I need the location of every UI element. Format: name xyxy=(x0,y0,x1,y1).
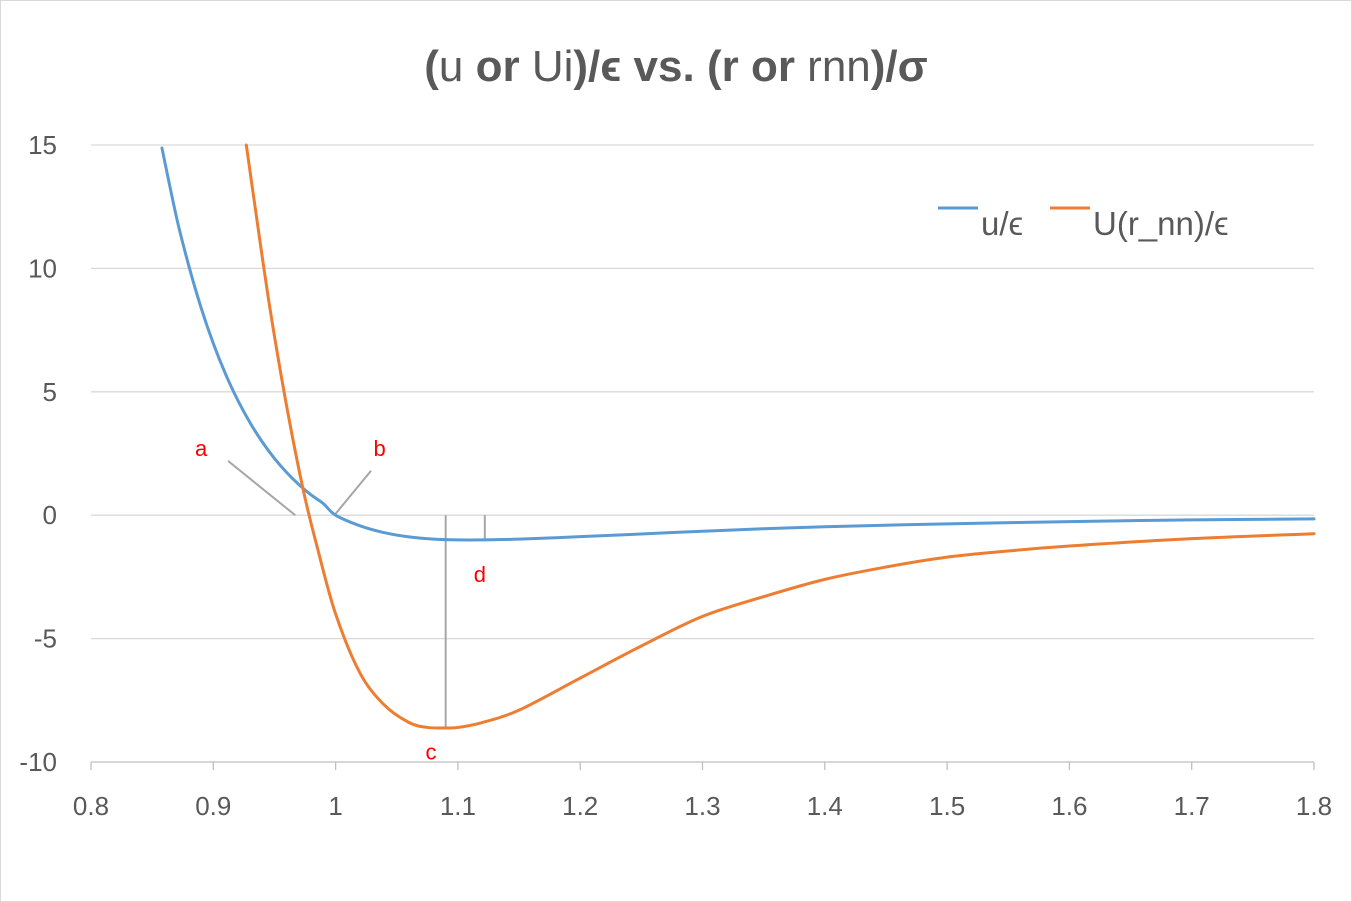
series-lines xyxy=(160,143,1316,730)
x-tick-label: 1.4 xyxy=(807,791,843,821)
x-tick-label: 1.2 xyxy=(562,791,598,821)
annotation-line-a xyxy=(227,460,296,516)
y-tick-label: 5 xyxy=(43,377,57,407)
x-tick-label: 1.6 xyxy=(1051,791,1087,821)
legend: u/ϵ U(r_nn)/ϵ xyxy=(938,205,1229,242)
x-tick-label: 0.9 xyxy=(195,791,231,821)
chart-title-part-1: u xyxy=(439,42,476,91)
x-tick-label: 1.8 xyxy=(1296,791,1332,821)
annotation-guides xyxy=(227,460,486,728)
annotation-label-b: b xyxy=(374,436,386,461)
annotation-label-d: d xyxy=(474,562,486,587)
series-line-2 xyxy=(244,143,1316,730)
annotation-labels: a b c d xyxy=(195,436,486,765)
legend-label-2: U(r_nn)/ϵ xyxy=(1093,205,1229,242)
chart-title-part-3: Ui xyxy=(532,42,574,91)
series-line-1 xyxy=(160,146,1316,542)
chart-title-part-2: or xyxy=(476,42,532,91)
y-tick-label: -5 xyxy=(34,624,57,654)
x-tick-label: 0.8 xyxy=(73,791,109,821)
y-tick-label: -10 xyxy=(19,747,57,777)
x-tick-label: 1.1 xyxy=(440,791,476,821)
x-tick-label: 1.3 xyxy=(684,791,720,821)
chart-title-part-6: )/σ xyxy=(871,42,928,91)
annotation-label-c: c xyxy=(425,740,436,765)
chart-title-part-4: )/ϵ vs. (r or xyxy=(573,42,807,91)
y-tick-label: 10 xyxy=(28,253,57,283)
chart-title-part-0: ( xyxy=(424,42,439,91)
chart-title: (u or Ui)/ϵ vs. (r or rnn)/σ xyxy=(424,42,928,91)
axes: 15 10 5 0 -5 -10 0.8 0.9 1 1.1 1.2 1.3 1.4 1.5 1.6 1.7 1… xyxy=(19,130,1332,821)
chart-title-part-5: rnn xyxy=(807,42,871,91)
y-tick-label: 15 xyxy=(28,130,57,160)
x-tick-label: 1.7 xyxy=(1174,791,1210,821)
x-tick-label: 1 xyxy=(328,791,342,821)
annotation-line-b xyxy=(333,470,372,516)
annotation-label-a: a xyxy=(195,436,208,461)
y-tick-label: 0 xyxy=(43,500,57,530)
legend-label-1: u/ϵ xyxy=(981,205,1023,242)
x-tick-label: 1.5 xyxy=(929,791,965,821)
